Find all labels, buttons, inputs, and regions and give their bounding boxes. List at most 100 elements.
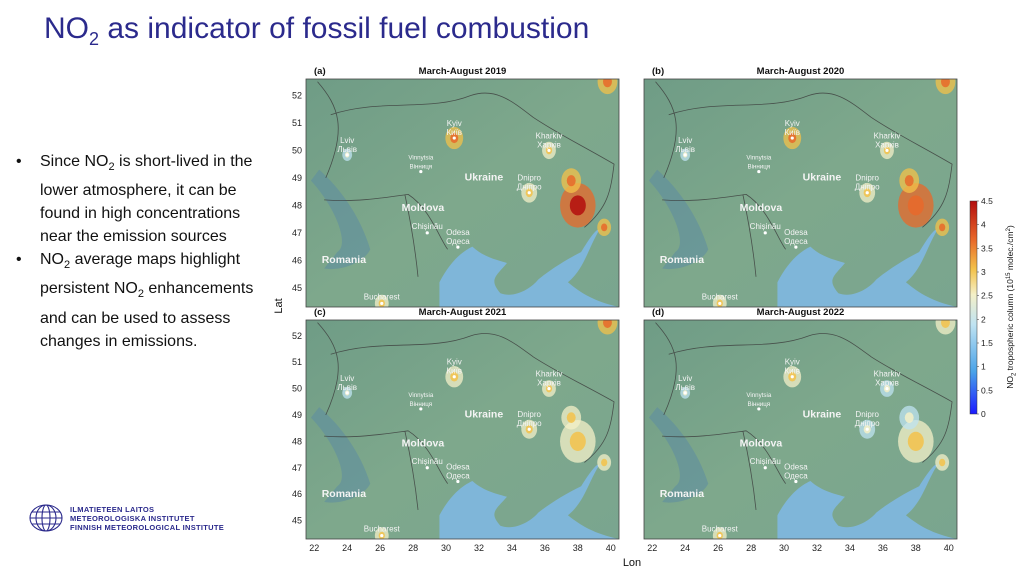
- no2-hotspot-core: [569, 195, 586, 216]
- city-label-cyrillic: Львів: [675, 145, 695, 154]
- city-label: Odesa: [446, 462, 470, 471]
- colorbar-tick-label: 0: [981, 409, 986, 419]
- city-marker: [547, 387, 551, 391]
- city-label-cyrillic: Одеса: [446, 237, 470, 246]
- city-marker: [718, 533, 722, 538]
- no2-hotspot-core: [569, 431, 586, 451]
- city-marker: [757, 407, 761, 411]
- lon-tick-label: 40: [606, 543, 616, 553]
- lat-tick-label: 49: [292, 410, 302, 420]
- city-marker: [456, 245, 460, 249]
- panel-title: March-August 2022: [757, 307, 845, 318]
- country-borders: [655, 81, 953, 277]
- lat-tick-label: 52: [292, 90, 302, 100]
- no2-hotspot-core: [939, 223, 946, 232]
- no2-hotspot-core: [603, 79, 612, 88]
- city-marker: [456, 479, 460, 484]
- country-label: Ukraine: [465, 409, 504, 421]
- logo-line: FINNISH METEOROLOGICAL INSTITUTE: [70, 522, 225, 532]
- fmi-logo: ILMATIETEEN LAITOS METEOROLOGISKA INSTIT…: [28, 503, 224, 533]
- panel-title: March-August 2019: [419, 66, 507, 77]
- country-borders: [317, 322, 615, 511]
- city-label-cyrillic: Вінниця: [409, 164, 432, 171]
- panel-tag: (b): [652, 66, 664, 77]
- lat-tick-label: 52: [292, 331, 302, 341]
- city-marker: [527, 427, 531, 431]
- city-label: Kyiv: [447, 358, 462, 367]
- city-marker: [763, 231, 767, 235]
- city-label-cyrillic: Львів: [675, 383, 695, 392]
- lat-tick-label: 45: [292, 516, 302, 526]
- country-label: Moldova: [402, 438, 445, 450]
- city-label: Odesa: [784, 228, 808, 237]
- city-label: Odesa: [446, 228, 470, 237]
- city-label-cyrillic: Дніпро: [517, 183, 542, 192]
- lon-tick-label: 26: [375, 543, 385, 553]
- city-label: Kharkiv: [536, 370, 563, 379]
- logo-text: ILMATIETEEN LAITOS METEOROLOGISKA INSTIT…: [70, 505, 224, 532]
- bullet-item: • NO2 average maps highlight persistent …: [14, 248, 264, 352]
- city-label: Chișinău: [412, 457, 443, 466]
- lat-tick-label: 51: [292, 357, 302, 367]
- panel-tag: (c): [314, 307, 326, 318]
- no2-hotspot-core: [601, 458, 608, 467]
- carpathian-mountains: [648, 169, 709, 270]
- lon-tick-label: 24: [680, 543, 690, 553]
- city-label: Lviv: [678, 374, 692, 383]
- city-label: Kyiv: [785, 119, 800, 128]
- country-borders: [317, 81, 615, 277]
- lon-tick-label: 36: [878, 543, 888, 553]
- carpathian-mountains: [310, 169, 371, 270]
- city-label: Vinnytsia: [408, 155, 434, 162]
- lat-tick-label: 49: [292, 173, 302, 183]
- country-label: Moldova: [402, 202, 445, 214]
- lat-tick-label: 46: [292, 489, 302, 499]
- country-label: Romania: [660, 488, 705, 500]
- colorbar-tick-label: 3: [981, 267, 986, 277]
- city-label: Odesa: [784, 462, 808, 471]
- lat-tick-label: 48: [292, 200, 302, 210]
- lon-tick-label: 38: [573, 543, 583, 553]
- country-label: Ukraine: [803, 409, 842, 421]
- city-label: Dnipro: [855, 174, 879, 183]
- city-label-cyrillic: Дніпро: [855, 183, 880, 192]
- country-label: Romania: [322, 488, 367, 500]
- city-marker: [345, 391, 349, 395]
- bullet-text: Since NO2 is short-lived in the lower at…: [40, 153, 253, 246]
- lat-tick-label: 45: [292, 283, 302, 293]
- colorbar-tick-label: 1.5: [981, 338, 993, 348]
- no2-hotspot-core: [603, 320, 612, 328]
- city-label: Bucharest: [702, 525, 739, 534]
- carpathian-mountains: [648, 407, 709, 503]
- country-label: Ukraine: [803, 172, 842, 184]
- country-label: Romania: [322, 254, 367, 266]
- city-marker: [425, 466, 429, 470]
- lon-tick-label: 40: [944, 543, 954, 553]
- city-marker: [452, 136, 456, 140]
- city-marker: [345, 153, 349, 157]
- country-label: Moldova: [740, 202, 783, 214]
- colorbar-label: NO2 tropospheric column (1015 molec./cm2…: [1005, 225, 1018, 389]
- lat-tick-label: 47: [292, 228, 302, 238]
- city-label-cyrillic: Львів: [337, 383, 357, 392]
- city-label-cyrillic: Харків: [537, 379, 561, 388]
- panel-frame: [305, 78, 620, 308]
- colorbar: [969, 200, 978, 415]
- no2-hotspot-core: [904, 175, 914, 187]
- lon-tick-label: 22: [647, 543, 657, 553]
- colorbar-tick-label: 0.5: [981, 385, 993, 395]
- no2-hotspot-core: [939, 458, 946, 467]
- panel-frame: [305, 319, 620, 540]
- panel-frame: [643, 319, 958, 540]
- panel-tag: (d): [652, 307, 664, 318]
- lon-tick-label: 32: [812, 543, 822, 553]
- city-label: Dnipro: [855, 410, 879, 419]
- lat-tick-label: 48: [292, 436, 302, 446]
- colorbar-tick-label: 4.5: [981, 196, 993, 206]
- city-marker: [865, 427, 869, 431]
- lat-axis-label: Lat: [273, 298, 285, 313]
- country-label: Romania: [660, 254, 705, 266]
- city-label: Kyiv: [447, 119, 462, 128]
- city-marker: [547, 148, 551, 153]
